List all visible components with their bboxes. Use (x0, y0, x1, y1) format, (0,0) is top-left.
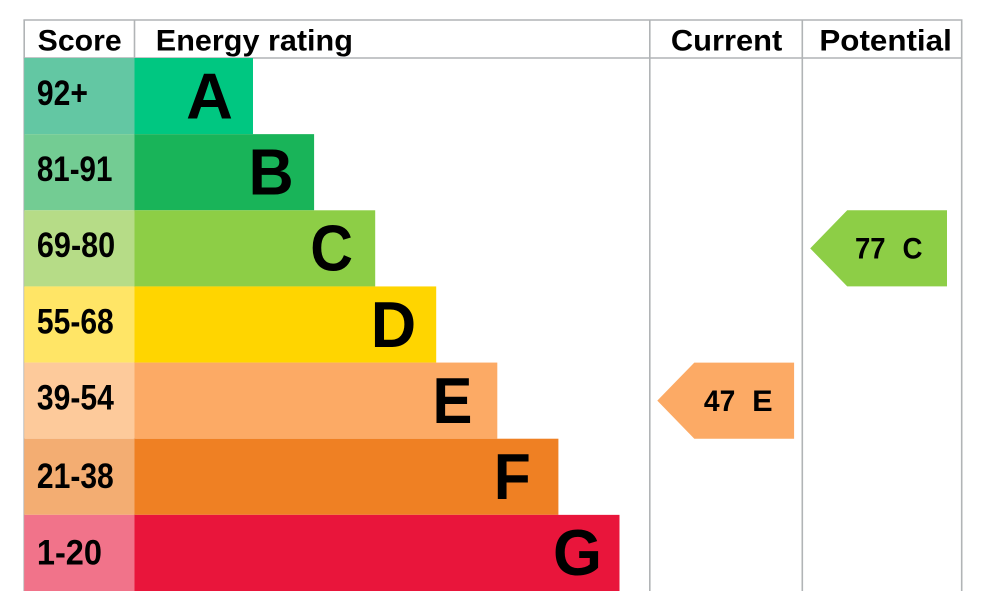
svg-text:E: E (752, 385, 773, 418)
svg-text:F: F (494, 441, 531, 513)
svg-text:81-91: 81-91 (37, 150, 113, 189)
svg-text:A: A (186, 60, 233, 132)
svg-text:92+: 92+ (37, 74, 88, 113)
svg-text:E: E (433, 365, 473, 437)
svg-text:39-54: 39-54 (37, 378, 114, 417)
svg-text:D: D (371, 289, 416, 361)
svg-text:77: 77 (855, 233, 886, 266)
svg-text:69-80: 69-80 (37, 226, 115, 265)
svg-text:C: C (310, 213, 353, 285)
svg-text:21-38: 21-38 (37, 457, 114, 496)
svg-text:Score: Score (38, 24, 122, 57)
svg-text:47: 47 (704, 385, 735, 418)
svg-text:B: B (249, 136, 294, 208)
svg-text:C: C (903, 233, 923, 266)
svg-text:1-20: 1-20 (37, 533, 102, 572)
svg-text:55-68: 55-68 (37, 302, 114, 341)
svg-text:G: G (553, 517, 602, 589)
svg-text:Energy rating: Energy rating (156, 24, 353, 57)
svg-text:Potential: Potential (819, 24, 951, 57)
svg-text:Current: Current (671, 24, 782, 57)
